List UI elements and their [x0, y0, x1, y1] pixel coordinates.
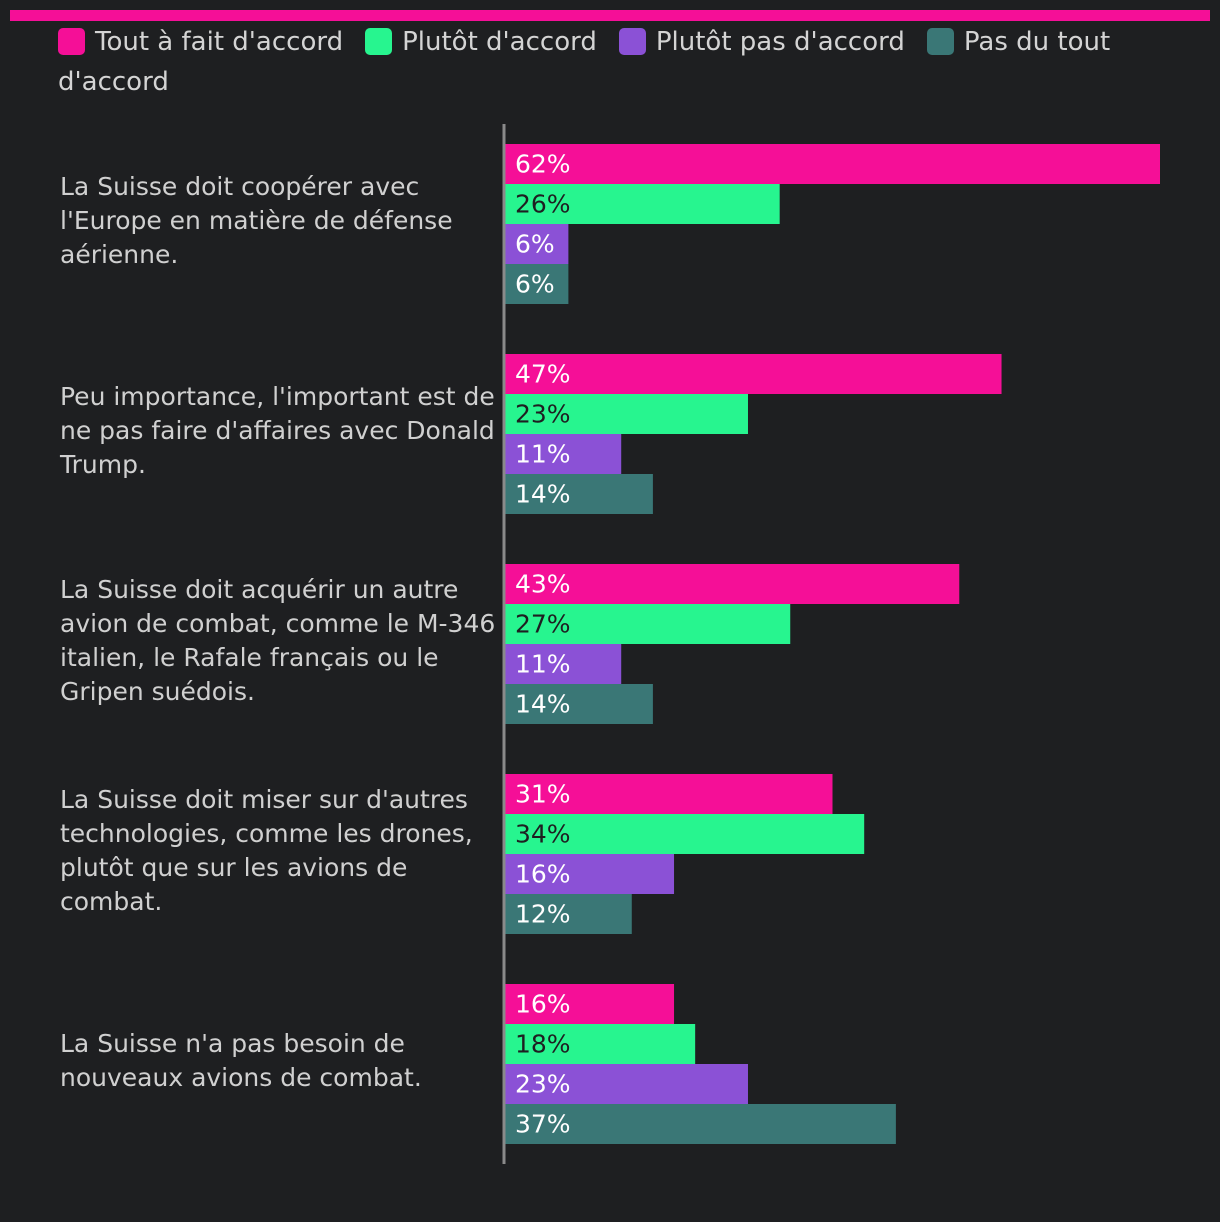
bar	[505, 894, 632, 934]
bar-value-label: 6%	[515, 230, 555, 259]
bar-value-label: 16%	[515, 990, 571, 1019]
legend-label: Plutôt d'accord	[402, 27, 597, 57]
category-label: Peu importance, l'important est de ne pa…	[60, 382, 495, 479]
bar	[505, 184, 780, 224]
bar	[505, 814, 865, 854]
legend-label: Tout à fait d'accord	[95, 27, 344, 57]
bar	[505, 264, 569, 304]
bar	[505, 1064, 748, 1104]
bar	[505, 1104, 896, 1144]
bar	[505, 474, 653, 514]
bar-value-label: 23%	[515, 400, 571, 429]
bar-value-label: 62%	[515, 150, 571, 179]
bar	[505, 684, 653, 724]
bar	[505, 394, 748, 434]
legend-swatch	[926, 28, 954, 55]
bar-value-label: 18%	[515, 1030, 571, 1059]
bar	[505, 144, 1160, 184]
category-label: La Suisse n'a pas besoin de nouveaux avi…	[60, 1029, 422, 1092]
legend: Tout à fait d'accord Plutôt d'accord Plutô…	[58, 22, 1178, 102]
legend-item: Plutôt d'accord	[365, 27, 597, 57]
bar	[505, 774, 833, 814]
bar	[505, 354, 1002, 394]
bar	[505, 604, 791, 644]
bar	[505, 644, 622, 684]
category-label: La Suisse doit acquérir un autre avion d…	[60, 575, 496, 706]
bar-value-label: 47%	[515, 360, 571, 389]
bar-value-label: 11%	[515, 440, 571, 469]
bar	[505, 434, 622, 474]
bar	[505, 984, 675, 1024]
legend-item: Tout à fait d'accord	[58, 27, 343, 57]
bar-value-label: 16%	[515, 860, 571, 889]
legend-swatch	[58, 28, 85, 55]
bar-value-label: 14%	[515, 480, 571, 509]
bar-value-label: 26%	[515, 190, 571, 219]
bar	[505, 1024, 696, 1064]
bar	[505, 854, 675, 894]
bar-value-label: 14%	[515, 690, 571, 719]
bar-value-label: 11%	[515, 650, 571, 679]
category-label: La Suisse doit coopérer avec l'Europe en…	[60, 172, 453, 269]
legend-item: Plutôt pas d'accord	[618, 27, 905, 57]
legend-swatch	[618, 28, 646, 55]
bar-value-label: 27%	[515, 610, 571, 639]
bar-value-label: 43%	[515, 570, 571, 599]
category-label: La Suisse doit miser sur d'autres techno…	[60, 785, 473, 916]
bar-value-label: 23%	[515, 1070, 571, 1099]
legend-label: Plutôt pas d'accord	[655, 27, 905, 57]
bar-value-label: 12%	[515, 900, 571, 929]
top-accent-bar	[10, 10, 1210, 21]
bar-value-label: 31%	[515, 780, 571, 809]
bar	[505, 564, 960, 604]
bar-value-label: 37%	[515, 1110, 571, 1139]
legend-swatch	[365, 28, 393, 55]
legend-item: Pas du tout d'accord	[58, 27, 1110, 97]
bar	[505, 224, 569, 264]
legend-label: Pas du tout d'accord	[58, 27, 1111, 97]
bar-value-label: 6%	[515, 270, 555, 299]
bar-value-label: 34%	[515, 820, 571, 849]
